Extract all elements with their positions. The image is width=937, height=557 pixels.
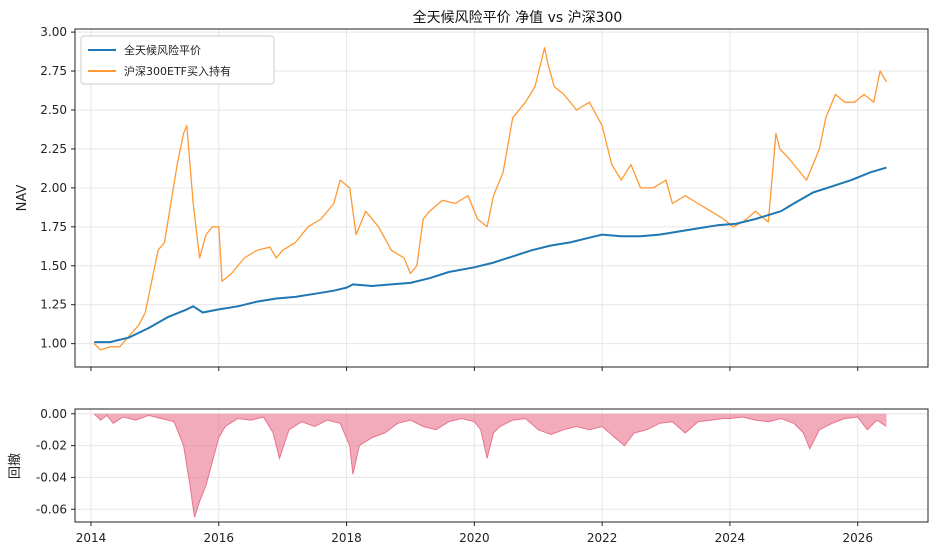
nav-y-tick-label: 1.75 — [40, 220, 67, 234]
drawdown-y-tick-label: -0.02 — [36, 439, 67, 453]
nav-y-tick-label: 3.00 — [40, 25, 67, 39]
nav-x-ticks — [90, 367, 859, 371]
nav-y-tick-label: 2.50 — [40, 103, 67, 117]
drawdown-x-tick-label: 2026 — [842, 531, 873, 545]
nav-grid — [75, 29, 928, 367]
drawdown-x-ticks: 2014 2016 2018 2020 2022 2024 2026 — [76, 522, 873, 545]
drawdown-y-axis-label: 回撤 — [7, 453, 23, 479]
drawdown-x-tick-label: 2024 — [715, 531, 746, 545]
nav-y-tick-label: 1.50 — [40, 259, 67, 273]
drawdown-y-tick-label: -0.04 — [36, 470, 67, 484]
legend: 全天候风险平价 沪深300ETF买入持有 — [80, 35, 275, 85]
nav-y-tick-label: 2.00 — [40, 181, 67, 195]
nav-y-tick-label: 1.25 — [40, 298, 67, 312]
drawdown-x-tick-label: 2022 — [587, 531, 618, 545]
drawdown-grid — [75, 409, 928, 522]
nav-plot-frame — [74, 28, 929, 368]
drawdown-series — [93, 413, 887, 518]
nav-y-ticks: 1.00 1.25 1.50 1.75 2.00 2.25 2.50 2.75 3.00 — [40, 25, 75, 351]
drawdown-x-tick-label: 2014 — [76, 531, 107, 545]
chart-title: 全天候风险平价 净值 vs 沪深300 — [413, 9, 623, 26]
drawdown-y-ticks: 0.00 -0.02 -0.04 -0.06 — [36, 407, 75, 516]
nav-y-tick-label: 1.00 — [40, 337, 67, 351]
drawdown-y-tick-label: -0.06 — [36, 502, 67, 516]
drawdown-chart: 0.00 -0.02 -0.04 -0.06 2014 2016 2018 2020 2022… — [7, 407, 929, 545]
nav-chart: 1.00 1.25 1.50 1.75 2.00 2.25 2.50 2.75 3.00 NAV… — [15, 25, 929, 371]
nav-y-tick-label: 2.75 — [40, 64, 67, 78]
drawdown-area — [94, 413, 887, 518]
drawdown-x-tick-label: 2020 — [459, 531, 490, 545]
nav-y-tick-label: 2.25 — [40, 142, 67, 156]
series-line-hs300 — [93, 47, 888, 351]
drawdown-x-tick-label: 2016 — [203, 531, 234, 545]
nav-series — [93, 47, 888, 351]
drawdown-plot-frame — [74, 408, 929, 523]
drawdown-x-tick-label: 2018 — [331, 531, 362, 545]
nav-y-axis-label: NAV — [15, 185, 30, 212]
series-line-allweather — [94, 166, 887, 344]
legend-label-hs300: 沪深300ETF买入持有 — [124, 64, 231, 78]
drawdown-y-tick-label: 0.00 — [40, 407, 67, 421]
legend-box — [80, 35, 275, 85]
drawdown-line — [93, 413, 887, 518]
legend-label-allweather: 全天候风险平价 — [124, 43, 201, 57]
